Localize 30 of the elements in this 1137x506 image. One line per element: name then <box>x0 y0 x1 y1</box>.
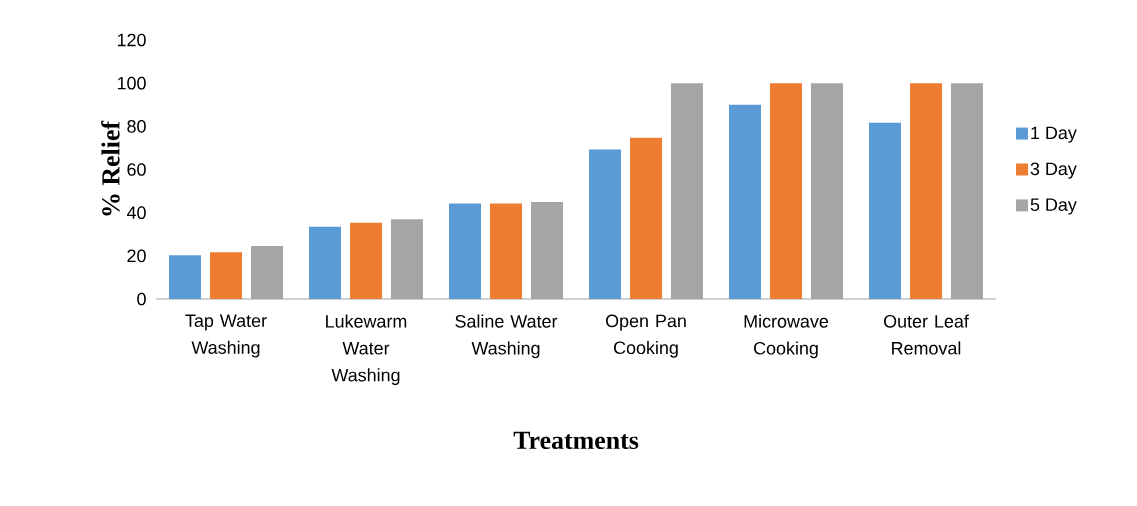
y-tick-label: 60 <box>127 163 146 176</box>
x-tick-label: Lukewarm Water Washing <box>326 314 407 386</box>
bar <box>869 122 902 299</box>
x-tick-label: Microwave Cooking <box>744 314 829 359</box>
bar <box>169 255 201 299</box>
y-tick-label: 100 <box>117 76 146 90</box>
x-tick-label: Saline Water Washing <box>455 314 558 359</box>
bar <box>490 203 522 299</box>
legend-label: 3 Day <box>1030 162 1077 179</box>
y-tick-label: 80 <box>127 119 146 133</box>
y-axis-title: % Relief <box>101 120 120 216</box>
x-axis-title: Treatments <box>513 431 639 450</box>
bar <box>910 83 943 299</box>
y-tick-label: 20 <box>127 249 146 263</box>
x-tick-label: Outer Leaf Removal <box>883 314 969 355</box>
bar <box>729 104 761 299</box>
bar <box>350 222 382 299</box>
legend-label: 1 Day <box>1031 126 1077 143</box>
x-tick-label: Open Pan Cooking <box>605 314 686 358</box>
x-tick-label: Tap Water Washing <box>185 314 267 358</box>
y-tick-label: 40 <box>126 206 146 220</box>
y-tick-label: 0 <box>137 292 146 306</box>
bar <box>210 252 242 299</box>
bar <box>770 83 803 299</box>
bar <box>309 226 341 299</box>
bar <box>630 137 662 299</box>
y-tick-label: 120 <box>117 33 146 47</box>
legend-label: 5 Day <box>1030 198 1077 215</box>
bar <box>589 149 621 299</box>
bar <box>449 203 481 299</box>
